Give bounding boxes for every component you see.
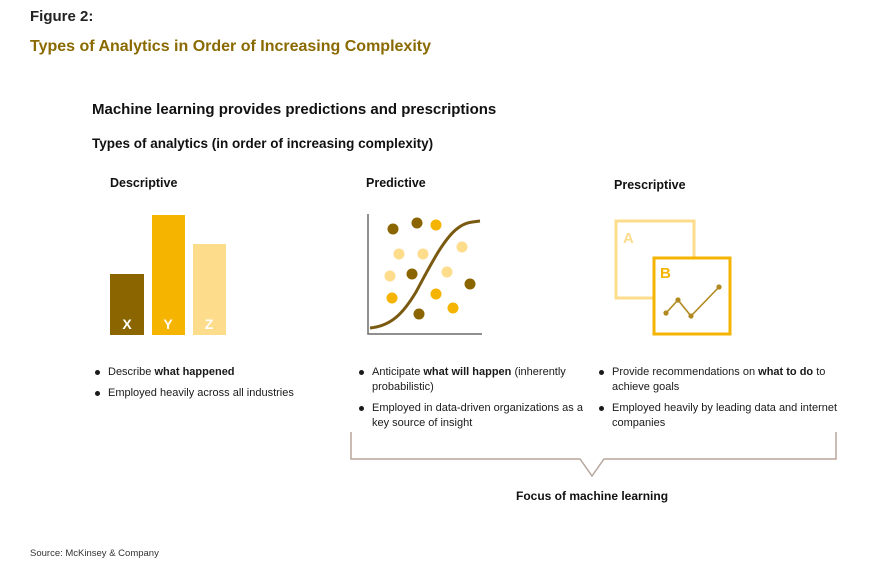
subheading: Types of analytics (in order of increasi… [92,136,434,151]
predictive-bullets: Anticipate what will happen (inherently … [358,365,583,437]
option-label-b: B [660,265,671,282]
column-title-descriptive: Descriptive [110,176,178,190]
option-label-a: A [623,230,634,247]
scatter-dot [384,270,396,282]
scatter-dot [441,266,453,278]
bullet-item: Provide recommendations on what to do to… [598,365,838,395]
bar-z [193,244,226,335]
scatter-dot [447,302,459,314]
scatter-dot [413,308,425,320]
headline: Machine learning provides predictions an… [92,101,497,118]
bar-label-y: Y [163,316,173,332]
trend-point [716,284,722,290]
column-title-prescriptive: Prescriptive [614,178,686,192]
scatter-dot [406,268,418,280]
bullet-item: Anticipate what will happen (inherently … [358,365,583,395]
bullet-item: Employed heavily by leading data and int… [598,401,838,431]
source-note: Source: McKinsey & Company [30,548,159,559]
figure-label: Figure 2: [30,8,94,25]
bar-y [152,215,185,335]
scatter-dot [387,223,399,235]
bullet-item: Employed in data-driven organizations as… [358,401,583,431]
bar-label-z: Z [205,316,214,332]
scatter-dot [393,248,405,260]
figure-title: Types of Analytics in Order of Increasin… [30,38,431,55]
trend-line [665,286,720,318]
bar-x [110,274,144,335]
axes-line [367,214,482,335]
bar-label-x: X [122,316,132,332]
scatter-dot [464,278,476,290]
bullet-item: Describe what happened [94,365,334,380]
focus-label: Focus of machine learning [516,489,669,503]
scatter-dot [411,217,423,229]
scatter-dot [417,248,429,260]
scatter-dot [430,219,442,231]
trend-point [675,297,681,303]
trend-point [688,313,694,319]
column-title-predictive: Predictive [366,176,426,190]
bullet-item: Employed heavily across all industries [94,386,334,401]
prescriptive-bullets: Provide recommendations on what to do to… [598,365,838,437]
scatter-dot [456,241,468,253]
option-box-b [652,256,732,336]
descriptive-bullets: Describe what happened Employed heavily … [94,365,334,407]
trend-point [663,310,669,316]
s-curve-line [369,219,481,330]
scatter-dot [430,288,442,300]
scatter-dot [386,292,398,304]
